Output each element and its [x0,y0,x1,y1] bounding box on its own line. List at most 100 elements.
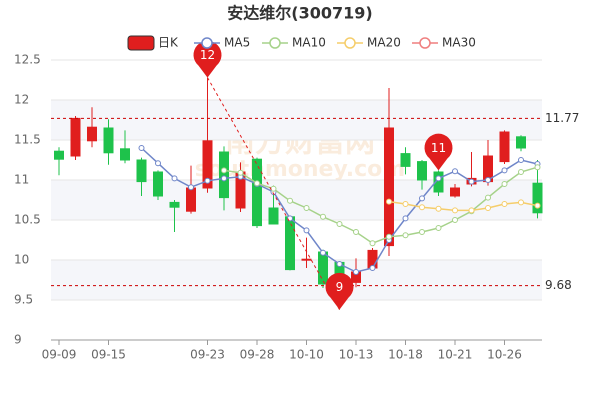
ma-point [452,207,458,214]
y-tick-label: 10.5 [14,213,41,227]
legend-label: MA10 [292,36,326,50]
legend-label: MA20 [367,36,401,50]
candle-body [285,216,295,271]
candle-body [433,171,444,193]
candle-body [54,150,64,160]
chart-title: 安达维尔(300719) [227,4,372,23]
candle-body [384,127,394,247]
grid-band [51,180,542,220]
x-tick-label: 10-10 [289,348,324,362]
ma-point [485,177,491,183]
ma-point [485,194,491,201]
ma-point [452,168,458,175]
y-tick-label: 12 [14,93,29,107]
pin [424,133,453,171]
ma-point [303,227,310,234]
y-tick-label: 9.5 [14,293,33,307]
reference-label: 9.68 [545,278,572,292]
ma-point [452,217,458,223]
legend-dot [269,37,281,49]
ma-point [402,215,409,222]
candle-body [219,151,229,199]
y-tick-label: 11.5 [14,133,41,147]
ma-point [501,167,508,174]
x-tick-label: 09-23 [190,348,225,362]
ma-point [518,199,524,206]
ma-point [386,233,392,240]
y-tick-label: 9 [14,333,22,347]
x-tick-label: 09-28 [240,348,275,362]
marker-connector [207,77,340,310]
y-tick-label: 12.5 [14,53,41,67]
ma-point [534,202,541,209]
ma-point [518,169,524,175]
ma-point [171,175,178,182]
ma-point [369,240,376,247]
ma-point [336,221,343,227]
candle-body [268,207,279,225]
ma-point [369,265,376,271]
candle-body [499,131,510,163]
ma-point [270,185,277,192]
candle-body [103,127,114,154]
ma-point [320,213,326,220]
candle-body [70,117,81,157]
legend-candle [127,35,155,51]
legend-label: 日K [158,36,179,50]
ma-point [435,205,442,212]
candle-body [301,258,312,261]
ma-point [485,205,491,211]
x-tick-label: 10-21 [438,348,473,362]
reference-label: 11.77 [545,111,579,125]
candle-body [450,187,460,197]
ma-point [336,261,343,267]
ma-point [402,232,409,239]
pin-label: 11 [431,141,446,155]
ma-point [501,181,508,187]
ma-point [353,269,359,275]
ma-point [419,229,425,235]
candle-body [136,159,147,183]
ma-point [419,204,425,211]
ma-point [534,164,541,171]
candle-body [169,201,180,208]
grid-band [51,100,542,140]
candle-body [153,171,163,197]
legend-label: MA30 [442,36,476,50]
ma-point [237,169,244,176]
candle-body [186,187,196,212]
ma-point [518,157,524,163]
ma-point [468,207,475,214]
legend-dot [201,37,213,49]
candle-body [318,251,328,285]
legend-dot [344,37,356,49]
candle-body [120,148,130,161]
ma-point [435,225,442,231]
ma-point [254,180,260,187]
ma-line [223,166,538,245]
candle-body [87,126,97,142]
ma-point [287,197,293,204]
y-tick-label: 10 [14,253,29,267]
legend-label: MA5 [224,36,250,50]
ma-point [221,175,227,182]
ma-point [221,167,227,174]
candle-body [532,182,543,214]
pin-label: 12 [200,48,215,62]
candle-body [516,136,526,149]
y-tick-label: 11 [14,173,29,187]
x-tick-label: 09-09 [42,348,77,362]
pin [325,272,354,310]
ma-line [388,200,538,212]
x-tick-label: 10-18 [388,348,423,362]
ma-point [155,160,161,167]
candle-body [202,140,213,189]
pin [193,40,222,78]
candle-body [252,158,262,227]
x-tick-label: 09-15 [91,348,126,362]
grid-band [51,260,542,300]
ma-point [138,145,145,151]
ma-point [320,249,326,256]
x-tick-label: 10-26 [487,348,522,362]
